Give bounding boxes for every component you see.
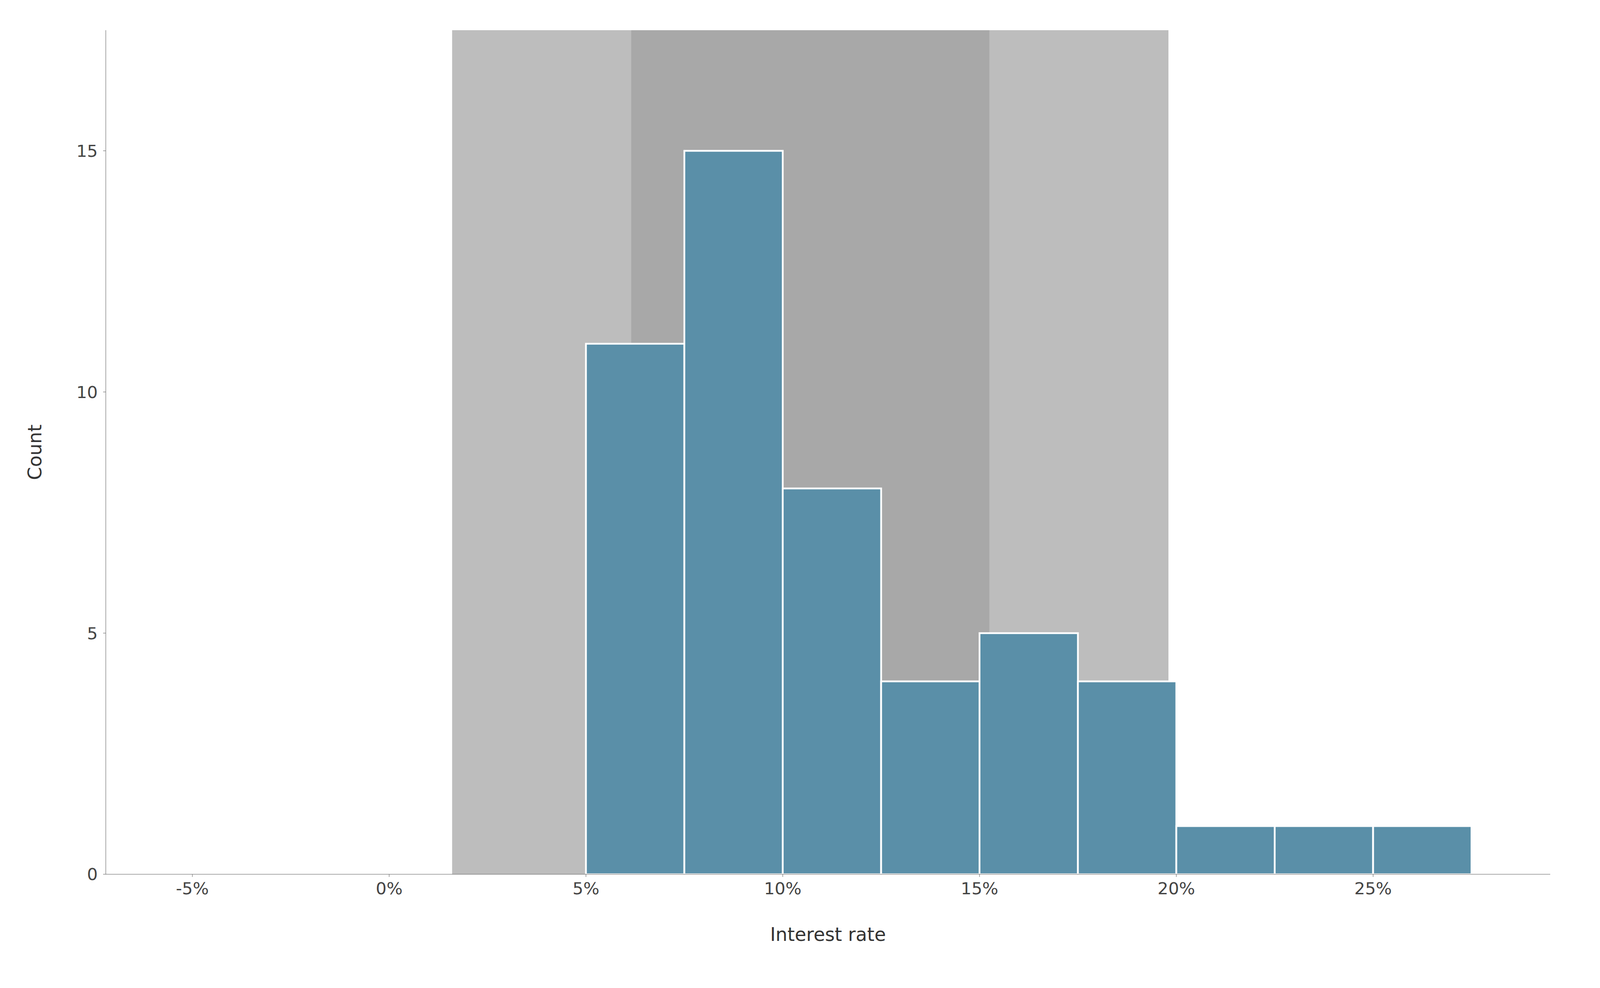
svg-text:15: 15 bbox=[76, 141, 98, 161]
svg-text:10: 10 bbox=[76, 382, 98, 403]
svg-text:0: 0 bbox=[87, 864, 98, 885]
svg-text:20%: 20% bbox=[1157, 879, 1195, 899]
svg-text:-5%: -5% bbox=[176, 879, 209, 899]
svg-text:5: 5 bbox=[87, 624, 98, 644]
svg-text:0%: 0% bbox=[375, 879, 403, 899]
svg-text:Interest rate: Interest rate bbox=[770, 924, 887, 946]
svg-text:15%: 15% bbox=[960, 879, 999, 899]
svg-text:5%: 5% bbox=[572, 879, 600, 899]
svg-text:10%: 10% bbox=[764, 879, 802, 899]
svg-text:25%: 25% bbox=[1354, 879, 1392, 899]
svg-text:Count: Count bbox=[24, 424, 46, 481]
